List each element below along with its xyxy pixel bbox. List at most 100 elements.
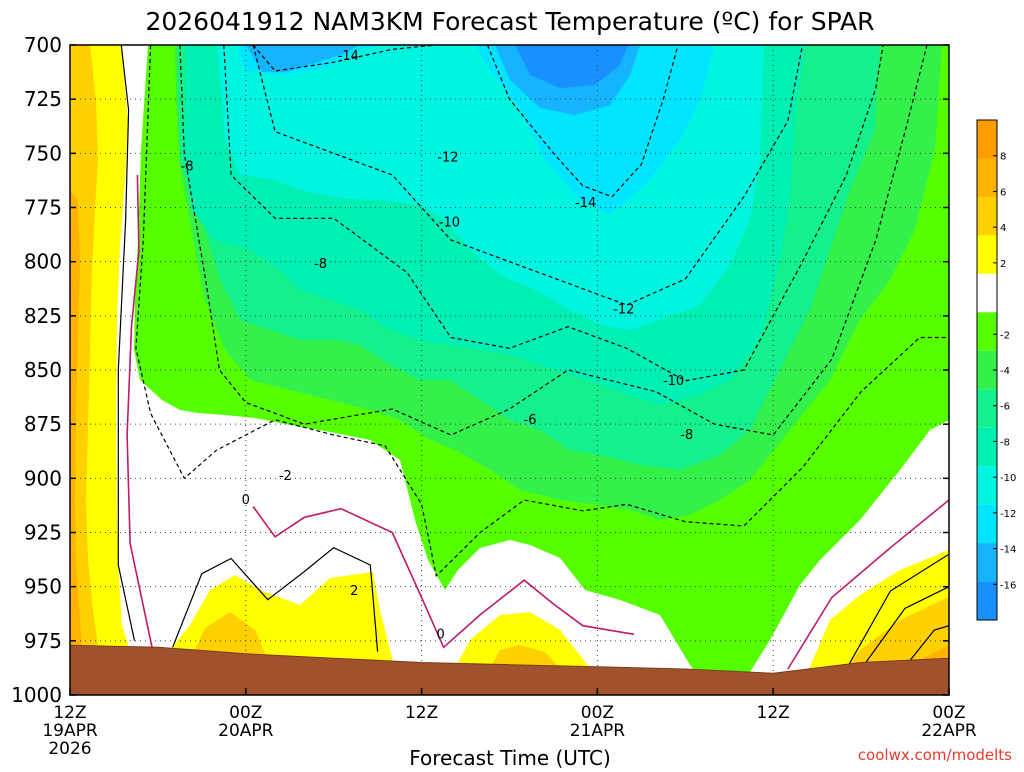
y-tick-label-750: 750	[24, 141, 62, 165]
contour-label-5: -8	[314, 257, 327, 272]
x-tick-label-12-1: 00Z	[229, 703, 262, 723]
colorbar-label--14: -14	[1000, 545, 1016, 556]
contour-label-text: -10	[439, 216, 460, 231]
isotherm-2-2	[172, 546, 379, 652]
y-tick-label-900: 900	[24, 466, 62, 490]
colorbar-swatch-2-4	[977, 235, 997, 274]
contour-labels: -14 -12 -14 -8 -10 -8 -12 -10 -6 -8 -2 0 2 0	[181, 49, 694, 642]
y-tick-label-700: 700	[24, 33, 62, 57]
field-cold-minus14-to-minus16	[515, 45, 628, 88]
y-tick-label-725: 725	[24, 87, 62, 111]
x-tick-label-36-1: 00Z	[581, 703, 614, 723]
isotherm-contours	[117, 45, 949, 670]
y-tick-label-850: 850	[24, 358, 62, 382]
terrain-layer	[70, 644, 949, 695]
colorbar-swatch-8-10	[977, 120, 997, 159]
contour-label-text: -14	[338, 49, 359, 64]
field-warm-center-4-6	[190, 612, 268, 660]
x-tick-label-36-2: 21APR	[570, 721, 626, 741]
contour-label-12: 2	[350, 584, 358, 599]
x-tick-label-0-3: 2026	[48, 739, 91, 759]
y-tick-label-975: 975	[24, 629, 62, 653]
colorbar-swatch--8--6	[977, 389, 997, 428]
colorbar-swatch--12--10	[977, 466, 997, 505]
y-tick-label-875: 875	[24, 412, 62, 436]
isotherm-4-6	[860, 586, 949, 670]
contour-label-11: 0	[242, 493, 250, 508]
x-tick-label-60-1: 00Z	[932, 703, 965, 723]
colorbar-swatch--4--2	[977, 312, 997, 351]
contour-label-text: -14	[575, 196, 596, 211]
contour-label-13: 0	[437, 627, 445, 642]
field-warm-mid-2-4	[455, 612, 590, 668]
colorbar-swatch--10--8	[977, 427, 997, 467]
colorbar-swatch--16--14	[977, 543, 997, 582]
x-axis-label: Forecast Time (UTC)	[409, 746, 611, 768]
isotherm--2-8	[135, 45, 949, 578]
contour-label-text: -12	[437, 151, 458, 166]
colorbar-label--12: -12	[1000, 509, 1016, 520]
isotherm-0-1	[126, 174, 153, 648]
isotherm-2-5	[845, 553, 949, 670]
isotherm-2-0	[117, 45, 136, 641]
contour-label-6: -12	[613, 302, 634, 317]
field-warm-left-6-8	[70, 190, 83, 660]
contour-label-text: -8	[680, 428, 693, 443]
contour-label-text: -6	[524, 413, 537, 428]
colorbar-swatch--18--16	[977, 581, 997, 620]
plot-area: -14 -12 -14 -8 -10 -8 -12 -10 -6 -8 -2 0 2 0	[70, 45, 949, 695]
colorbar-swatch--14--12	[977, 504, 997, 544]
colorbar-label--8: -8	[1000, 437, 1010, 448]
isotherm--14-12	[252, 45, 437, 72]
colorbar-label--4: -4	[1000, 366, 1010, 377]
contour-label-8: -6	[524, 413, 537, 428]
y-tick-label-825: 825	[24, 304, 62, 328]
contour-label-0: -14	[338, 49, 359, 64]
x-tick-label-12-2: 20APR	[218, 721, 274, 741]
grid-lines	[70, 45, 949, 695]
y-tick-label-950: 950	[24, 575, 62, 599]
x-tick-label-0-2: 19APR	[42, 721, 98, 741]
contour-label-text: 0	[437, 627, 445, 642]
contour-label-4: -10	[439, 216, 460, 231]
colorbar-swatch--2-2	[977, 273, 997, 313]
field-warm-mid-4-6	[490, 645, 560, 668]
contour-label-text: 0	[242, 493, 250, 508]
colorbar-label--16: -16	[1000, 580, 1016, 591]
contour-label-9: -8	[680, 428, 693, 443]
isotherm--14-13	[486, 45, 679, 198]
colorbar: 8 6 4 2 -2 -4 -6 -8 -10 -12 -14 -16	[976, 119, 1016, 621]
isotherm--10-10	[223, 45, 884, 382]
y-axis: 700 725 750 775 800 825 850 875 900 925 950 975 1000	[11, 33, 949, 707]
contour-label-7: -10	[663, 374, 684, 389]
contour-label-1: -12	[437, 151, 458, 166]
colorbar-label-8: 8	[1000, 152, 1006, 163]
contour-label-text: -2	[279, 469, 292, 484]
isotherm-0-4	[787, 499, 949, 670]
contour-label-text: 2	[350, 584, 358, 599]
credit-text: coolwx.com/modelts	[858, 746, 1012, 764]
contour-label-text: -10	[663, 374, 684, 389]
y-tick-label-800: 800	[24, 250, 62, 274]
colorbar-swatch--6--4	[977, 350, 997, 390]
y-tick-label-1000: 1000	[11, 683, 62, 707]
contour-label-10: -2	[279, 469, 292, 484]
y-tick-label-925: 925	[24, 521, 62, 545]
contour-label-text: -8	[314, 257, 327, 272]
x-tick-label-0-1: 12Z	[53, 703, 86, 723]
contour-label-2: -14	[575, 196, 596, 211]
x-tick-label-60-2: 22APR	[921, 721, 977, 741]
colorbar-swatch-6-8	[977, 158, 997, 197]
x-tick-label-48-1: 12Z	[757, 703, 790, 723]
isotherm-6-7	[904, 625, 949, 668]
colorbar-label--10: -10	[1000, 473, 1016, 484]
isotherm-0-3	[252, 506, 635, 649]
contour-label-text: -8	[181, 159, 194, 174]
colorbar-label--2: -2	[1000, 330, 1010, 341]
contour-label-3: -8	[181, 159, 194, 174]
field-warm-left-4-6	[70, 45, 100, 660]
contour-label-text: -12	[613, 302, 634, 317]
